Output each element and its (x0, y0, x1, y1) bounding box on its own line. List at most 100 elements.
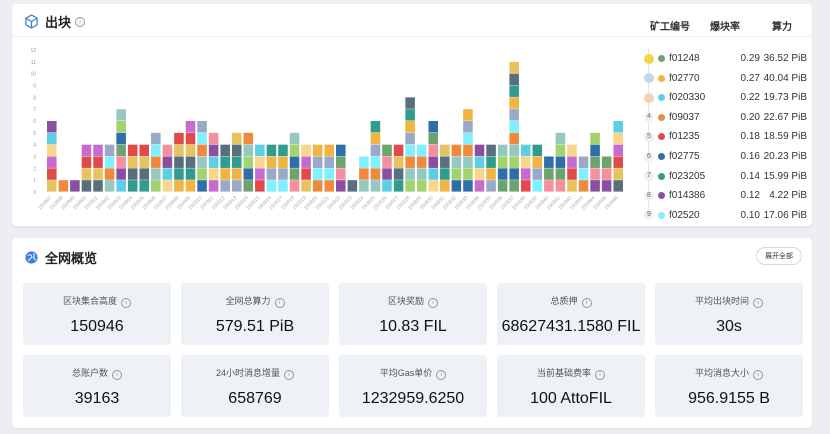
bar-segment[interactable] (185, 156, 196, 168)
bar-segment[interactable] (428, 180, 439, 192)
leaderboard-row[interactable]: 7 f023205 0.14 15.99 PiB (642, 167, 807, 186)
bar-segment[interactable] (116, 144, 126, 157)
bar-segment[interactable] (127, 156, 138, 168)
bar-segment[interactable] (486, 156, 496, 168)
bar-segment[interactable] (416, 180, 427, 192)
bar-segment[interactable] (324, 168, 334, 180)
bar-segment[interactable] (463, 132, 473, 145)
bar-segment[interactable] (578, 156, 589, 168)
miner-id-link[interactable]: f02520 (669, 209, 700, 221)
bar-segment[interactable] (405, 97, 415, 109)
bar-segment[interactable] (451, 168, 462, 180)
bar-segment[interactable] (197, 156, 207, 168)
bar-segment[interactable] (162, 144, 173, 157)
bar-segment[interactable] (474, 156, 485, 168)
bar-segment[interactable] (231, 180, 242, 192)
bar-segment[interactable] (382, 168, 392, 180)
bar-segment[interactable] (116, 132, 126, 145)
bar-segment[interactable] (520, 180, 531, 192)
bar-segment[interactable] (590, 156, 600, 168)
bar-segment[interactable] (185, 180, 196, 192)
bar-segment[interactable] (220, 144, 230, 157)
bar-segment[interactable] (590, 180, 600, 192)
bar-segment[interactable] (416, 168, 427, 180)
bar-segment[interactable] (81, 168, 92, 180)
bar-segment[interactable] (231, 144, 242, 157)
leaderboard-row[interactable]: f02770 0.27 40.04 PiB (642, 69, 807, 88)
bar-segment[interactable] (139, 144, 150, 157)
bar-segment[interactable] (497, 168, 508, 180)
bar-segment[interactable] (220, 156, 230, 168)
bar-segment[interactable] (174, 180, 184, 192)
bar-segment[interactable] (370, 132, 381, 145)
bar-segment[interactable] (116, 121, 126, 133)
bar-segment[interactable] (486, 180, 496, 192)
bar-segment[interactable] (47, 180, 57, 192)
bar-segment[interactable] (509, 73, 519, 86)
info-icon[interactable]: i (753, 370, 763, 380)
bar-segment[interactable] (255, 144, 265, 157)
bar-segment[interactable] (278, 156, 288, 168)
bar-segment[interactable] (278, 168, 288, 180)
leaderboard-row[interactable]: 6 f02775 0.16 20.23 PiB (642, 147, 807, 166)
bar-segment[interactable] (405, 168, 415, 180)
bar-segment[interactable] (243, 180, 254, 192)
info-icon[interactable]: i (428, 298, 438, 308)
bar-segment[interactable] (544, 156, 554, 168)
bar-segment[interactable] (532, 180, 543, 192)
bar-segment[interactable] (255, 180, 265, 192)
bar-segment[interactable] (520, 144, 531, 157)
bar-segment[interactable] (104, 144, 115, 157)
bar-segment[interactable] (567, 180, 577, 192)
bar-segment[interactable] (81, 156, 92, 168)
bar-segment[interactable] (578, 168, 589, 180)
bar-segment[interactable] (336, 180, 346, 192)
bar-segment[interactable] (613, 121, 623, 133)
bar-segment[interactable] (544, 180, 554, 192)
bar-segment[interactable] (451, 156, 462, 168)
bar-segment[interactable] (174, 156, 184, 168)
bar-segment[interactable] (336, 156, 346, 168)
bar-segment[interactable] (451, 144, 462, 157)
bar-segment[interactable] (613, 168, 623, 180)
bar-segment[interactable] (197, 180, 207, 192)
info-icon[interactable]: i (436, 370, 447, 380)
bar-segment[interactable] (428, 121, 439, 133)
bar-segment[interactable] (416, 144, 427, 157)
bar-segment[interactable] (127, 168, 138, 180)
bar-segment[interactable] (243, 144, 254, 157)
bar-segment[interactable] (93, 180, 103, 192)
bar-segment[interactable] (266, 144, 277, 157)
bar-segment[interactable] (601, 156, 612, 168)
bar-segment[interactable] (474, 180, 485, 192)
bar-segment[interactable] (197, 121, 207, 133)
bar-segment[interactable] (336, 168, 346, 180)
bar-segment[interactable] (301, 144, 311, 157)
info-icon[interactable]: i (581, 298, 592, 308)
bar-segment[interactable] (324, 156, 334, 168)
bar-segment[interactable] (139, 156, 150, 168)
bar-segment[interactable] (324, 180, 334, 192)
bar-segment[interactable] (440, 156, 450, 168)
bar-segment[interactable] (532, 168, 543, 180)
bar-segment[interactable] (567, 156, 577, 168)
bar-segment[interactable] (185, 121, 196, 133)
bar-segment[interactable] (58, 180, 69, 192)
bar-segment[interactable] (416, 156, 427, 168)
bar-segment[interactable] (613, 156, 623, 168)
bar-segment[interactable] (428, 156, 439, 168)
bar-segment[interactable] (197, 168, 207, 180)
bar-segment[interactable] (359, 156, 369, 168)
bar-segment[interactable] (555, 168, 566, 180)
bar-segment[interactable] (174, 144, 184, 157)
bar-segment[interactable] (440, 180, 450, 192)
bar-segment[interactable] (185, 144, 196, 157)
bar-segment[interactable] (70, 180, 80, 192)
bar-segment[interactable] (243, 132, 254, 145)
bar-segment[interactable] (81, 180, 92, 192)
bar-segment[interactable] (278, 180, 288, 192)
bar-segment[interactable] (463, 121, 473, 133)
bar-segment[interactable] (116, 156, 126, 168)
bar-segment[interactable] (393, 156, 404, 168)
bar-segment[interactable] (613, 132, 623, 145)
